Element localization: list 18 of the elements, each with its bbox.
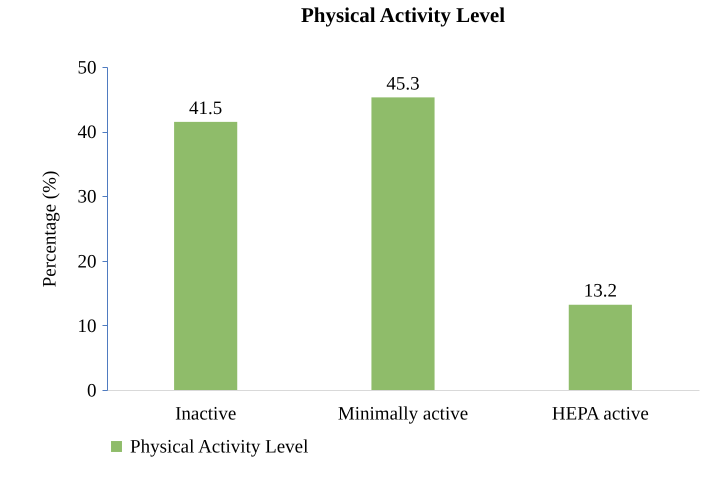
data-label: 13.2 (584, 280, 617, 302)
legend-label: Physical Activity Level (130, 436, 308, 458)
bar (568, 304, 632, 390)
y-tick-label: 40 (78, 122, 96, 144)
data-label: 45.3 (386, 73, 420, 94)
y-tick-label: 20 (78, 251, 96, 272)
x-tick-label: Minimally active (338, 404, 468, 424)
bar (371, 97, 435, 390)
y-tick-label: 50 (78, 58, 96, 78)
x-tick-label: HEPA active (552, 404, 649, 424)
chart-title: Physical Activity Level (300, 3, 506, 27)
y-axis-title: Percentage (%) (40, 170, 60, 288)
y-tick-label: 10 (78, 316, 96, 337)
bar (174, 122, 238, 390)
y-tick-label: 0 (87, 380, 96, 402)
x-tick-label: Inactive (175, 404, 236, 424)
data-label: 41.5 (189, 98, 222, 119)
y-tick-label: 30 (78, 186, 96, 208)
